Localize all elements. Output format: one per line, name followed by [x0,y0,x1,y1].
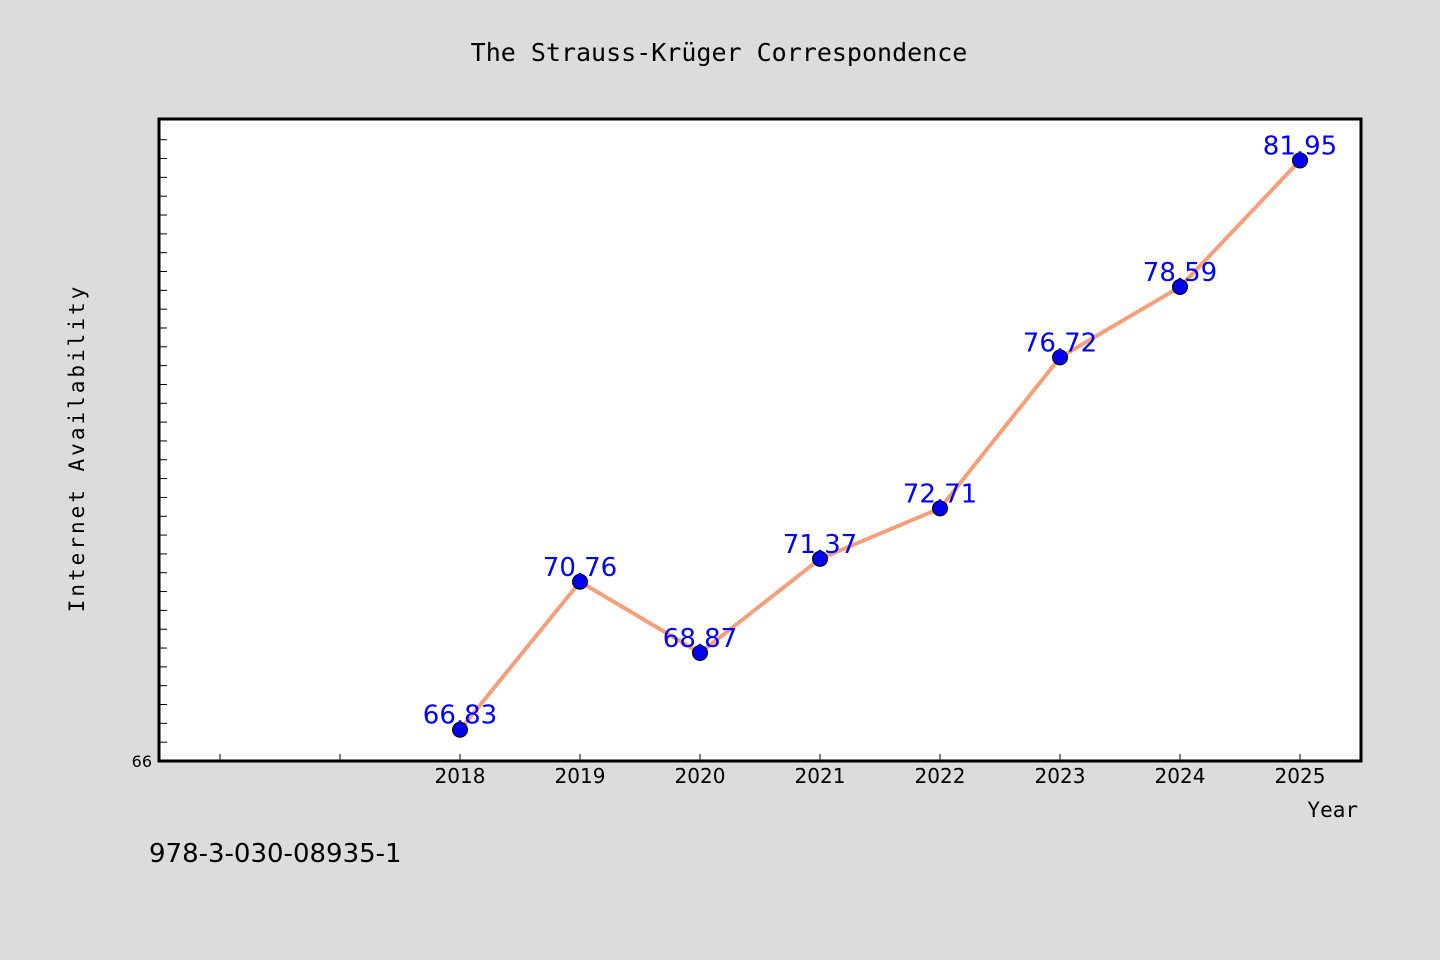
data-label-2019: 70.76 [543,553,617,583]
y-axis-label: Internet Availability [65,284,89,613]
plot-area [157,117,1363,763]
data-label-2018: 66.83 [423,701,497,731]
data-point-2022 [932,500,948,517]
data-label-2024: 78.59 [1143,258,1217,288]
x-tick-label-2018: 2018 [435,764,486,788]
x-tick-label-2021: 2021 [795,764,846,788]
data-point-2024 [1172,278,1188,295]
x-tick-label-2025: 2025 [1275,764,1326,788]
x-tick-label-2024: 2024 [1155,764,1206,788]
data-point-2025 [1292,152,1308,169]
y-axis-ticks: 66 [132,139,167,771]
x-axis-label: Year [1307,798,1358,822]
x-tick-label-2023: 2023 [1035,764,1086,788]
data-point-2020 [692,644,708,661]
chart-title: The Strauss-Krüger Correspondence [471,38,968,67]
x-tick-label-2020: 2020 [675,764,726,788]
data-point-2019 [572,573,588,590]
data-label-2021: 71.37 [783,530,857,560]
data-label-2020: 68.87 [663,624,737,654]
data-label-2025: 81.95 [1263,131,1337,161]
data-label-2023: 76.72 [1023,328,1097,358]
series-line-0 [458,158,1302,732]
series-layer: 66.83 70.76 68.87 71.37 72.71 76.72 78.59 81.95 [423,131,1337,738]
y-tick-label-0: 66 [132,752,152,771]
x-axis-ticks: 2018 2019 2020 2021 2022 2023 2024 2025 [219,754,1326,788]
x-tick-label-2022: 2022 [915,764,966,788]
x-tick-label-2019: 2019 [555,764,606,788]
data-point-2021 [812,550,828,567]
data-point-2023 [1052,349,1068,366]
data-point-2018 [452,721,468,738]
data-label-2022: 72.71 [903,479,977,509]
isbn-footer: 978-3-030-08935-1 [149,839,402,869]
